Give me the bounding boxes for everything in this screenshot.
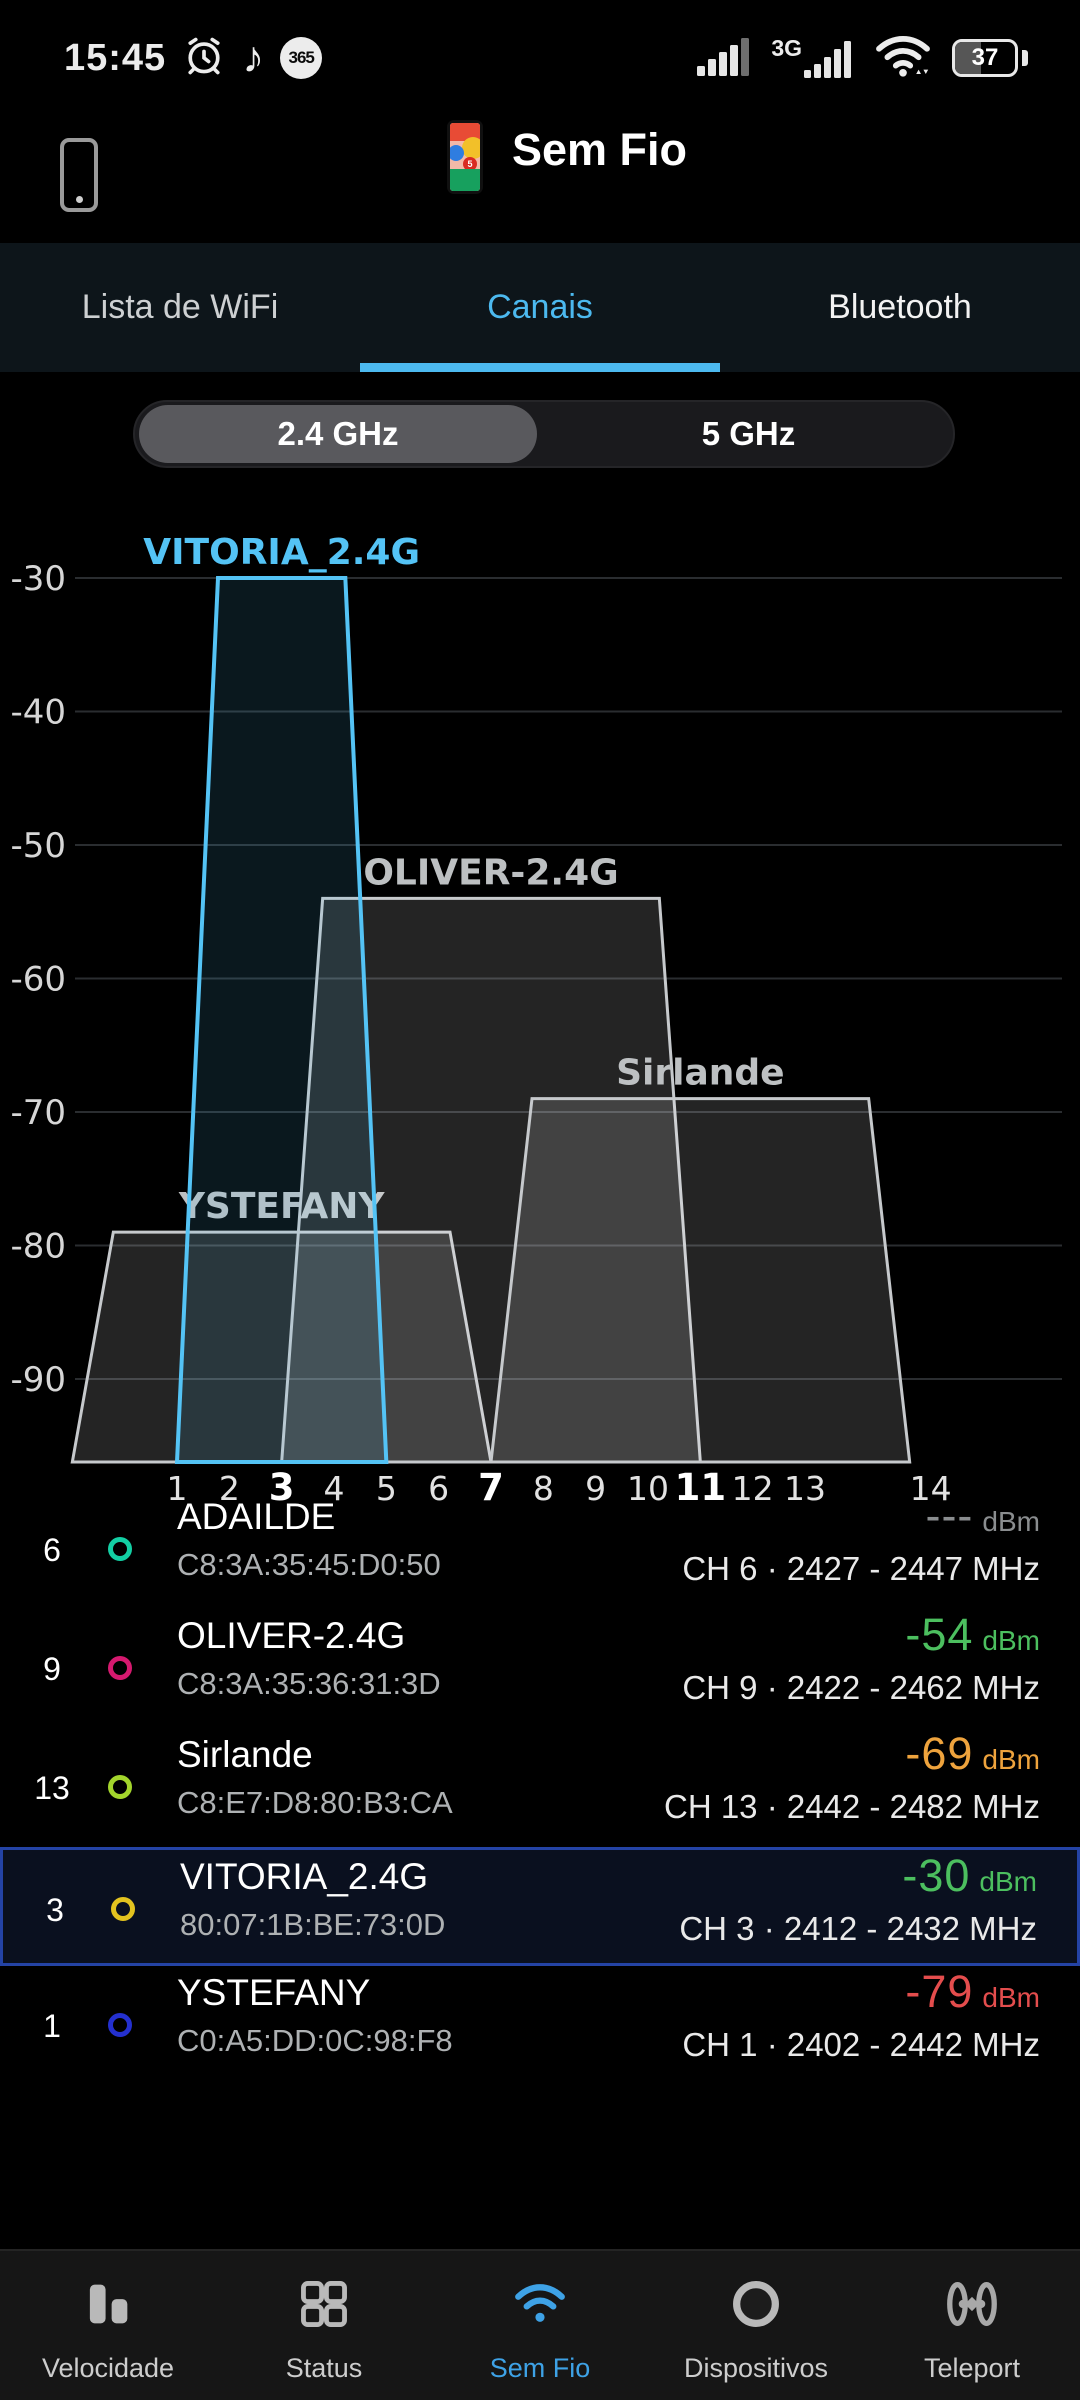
network-type-label: 3G [771,35,802,61]
mac-address: 80:07:1B:BE:73:0D [180,1907,446,1942]
channel-range: CH 3 · 2412 - 2432 MHz [679,1910,1037,1947]
status-bar: 15:45 ♪ 365 [0,18,1080,98]
ring-icon [725,2273,787,2335]
tab-canais[interactable]: Canais [360,243,720,372]
wifi-icon [509,2273,571,2335]
channel-number: 9 [43,1651,61,1687]
mac-address: C8:E7:D8:80:B3:CA [177,1785,453,1820]
y-axis-tick-label: -70 [10,1093,66,1133]
channel-range: CH 13 · 2442 - 2482 MHz [663,1788,1040,1825]
y-axis-tick-label: -40 [10,693,66,733]
top-tab-bar: Lista de WiFi Canais Bluetooth [0,243,1080,372]
channel-range: CH 6 · 2427 - 2447 MHz [682,1550,1040,1587]
channel-number: 6 [43,1532,61,1568]
chart-network-shape [489,1097,912,1464]
nav-item-teleport[interactable]: Teleport [864,2251,1080,2400]
nav-item-status[interactable]: Status [216,2251,432,2400]
network-row-adailde[interactable]: 6 ADAILDE C8:3A:35:45:D0:50 --- dBm CH 6 … [0,1490,1080,1609]
y-axis-tick-label: -30 [10,559,66,599]
ssid-label: ADAILDE [177,1496,336,1537]
signal-unit: dBm [979,1866,1037,1897]
bottom-nav-bar: Velocidade Status Sem Fio [0,2249,1080,2400]
battery-fill [955,42,981,74]
cellular-signal-icon [697,34,753,83]
band-option-5ghz[interactable]: 5 GHz [701,415,796,452]
signal-value: --- [925,1490,974,1541]
ssid-label: OLIVER-2.4G [177,1615,406,1656]
battery-nub [1022,50,1028,66]
channel-range: CH 9 · 2422 - 2462 MHz [682,1669,1040,1706]
alarm-icon [182,34,226,83]
network-row-sirlande[interactable]: 13 Sirlande C8:E7:D8:80:B3:CA -69 dBm CH … [0,1728,1080,1847]
app-header: 5 Sem Fio [0,108,1080,243]
chart-network-shape [174,576,389,1464]
battery-icon: 37 [952,39,1018,77]
signal-unit: dBm [982,1625,1040,1656]
ssid-label: VITORIA_2.4G [180,1856,429,1897]
wifi-status-icon [872,32,934,85]
cellular-3g-signal-icon: 3G [771,35,854,80]
chart-network-label: YSTEFANY [178,1186,386,1227]
tab-bluetooth[interactable]: Bluetooth [828,288,972,326]
network-list: 6 ADAILDE C8:3A:35:45:D0:50 --- dBm CH 6 … [0,1490,1080,2085]
chart-network-shape [70,1230,493,1464]
mac-address: C8:3A:35:45:D0:50 [177,1547,441,1582]
device-phone-icon[interactable] [60,138,98,212]
mac-address: C8:3A:35:36:31:3D [177,1666,441,1701]
network-row-ystefany[interactable]: 1 YSTEFANY C0:A5:DD:0C:98:F8 -79 dBm CH 1… [0,1966,1080,2085]
nav-item-dispositivos[interactable]: Dispositivos [648,2251,864,2400]
speed-bars-icon [77,2273,139,2335]
y-axis-tick-label: -90 [10,1360,66,1400]
page-title: Sem Fio [512,124,688,175]
y-axis-tick-label: -60 [10,960,66,1000]
teleport-icon [941,2273,1003,2335]
chart-network-label: VITORIA_2.4G [143,532,420,573]
tab-lista-de-wifi[interactable]: Lista de WiFi [81,288,279,326]
signal-value: -54 [905,1609,974,1660]
ssid-label: Sirlande [177,1734,313,1775]
chart-network-shape [280,896,702,1464]
signal-value: -79 [905,1966,974,2017]
router-app-icon: 5 [447,120,483,194]
365-badge-icon: 365 [280,37,323,79]
channel-number: 1 [43,2008,61,2044]
y-axis-tick-label: -80 [10,1227,66,1267]
network-color-ring-icon [108,1775,132,1799]
band-option-24ghz[interactable]: 2.4 GHz [139,405,537,463]
signal-unit: dBm [982,1744,1040,1775]
channel-number: 13 [34,1770,70,1806]
network-row-oliver[interactable]: 9 OLIVER-2.4G C8:3A:35:36:31:3D -54 dBm C… [0,1609,1080,1728]
ssid-label: YSTEFANY [177,1972,371,2013]
chart-network-label: OLIVER-2.4G [363,852,618,893]
signal-unit: dBm [982,1982,1040,2013]
chart-network-label: Sirlande [616,1053,784,1094]
mac-address: C0:A5:DD:0C:98:F8 [177,2023,453,2058]
battery-percent: 37 [971,44,999,71]
signal-unit: dBm [982,1506,1040,1537]
y-axis-tick-label: -50 [10,826,66,866]
network-row-vitoria-selected[interactable]: 3 VITORIA_2.4G 80:07:1B:BE:73:0D -30 dBm … [0,1847,1080,1966]
clock-time: 15:45 [64,36,167,79]
signal-value: -30 [902,1850,971,1901]
network-color-ring-icon [108,2013,132,2037]
channel-range: CH 1 · 2402 - 2442 MHz [682,2026,1040,2063]
band-selector: 2.4 GHz 5 GHz [133,400,955,468]
nav-item-velocidade[interactable]: Velocidade [0,2251,216,2400]
grid-icon [293,2273,355,2335]
network-color-ring-icon [108,1656,132,1680]
tiktok-icon: ♪ [242,33,265,82]
network-color-ring-icon [108,1537,132,1561]
channel-number: 3 [46,1892,64,1928]
nav-item-sem-fio[interactable]: Sem Fio [432,2251,648,2400]
signal-value: -69 [905,1728,974,1779]
network-color-ring-icon [111,1897,135,1921]
